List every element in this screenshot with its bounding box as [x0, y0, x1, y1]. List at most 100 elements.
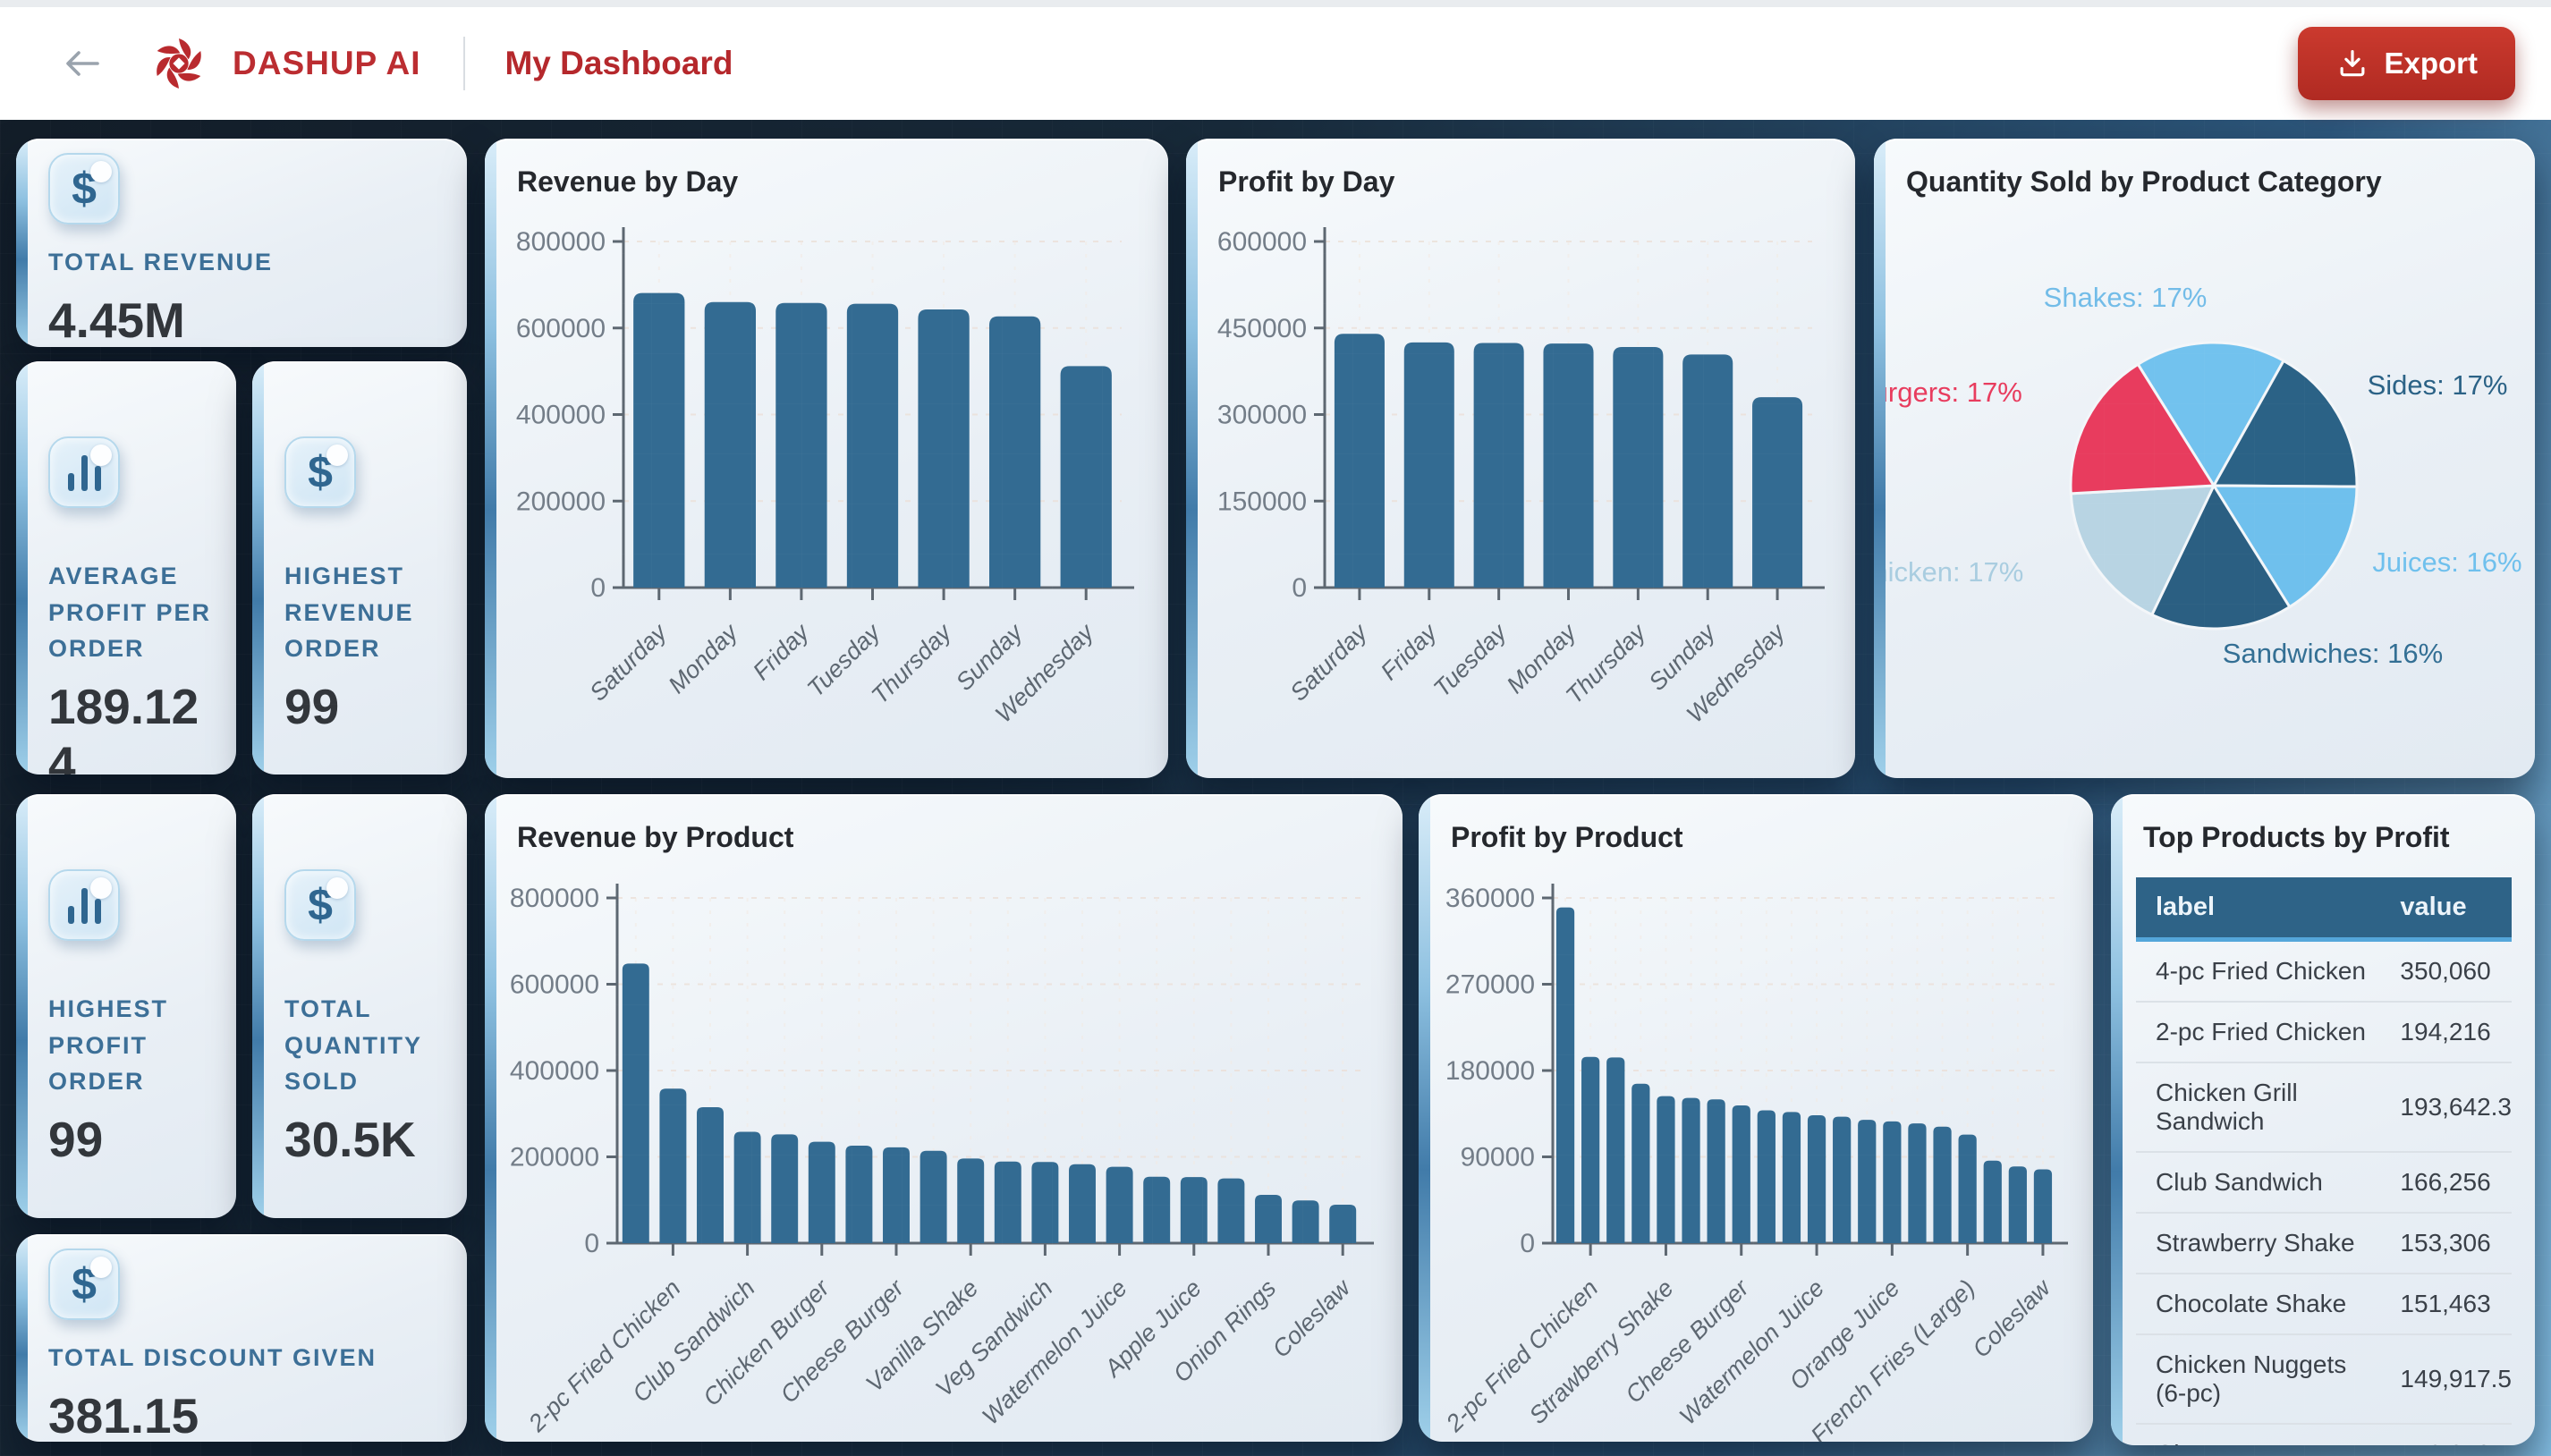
bar [2008, 1166, 2027, 1243]
table-row: Chicken Nuggets (6-pc) 149,917.5 [2136, 1334, 2512, 1425]
x-tick-label: Coleslaw [1968, 1274, 2057, 1363]
kpi-card-total-discount-given: $ TOTAL DISCOUNT GIVEN 381.15 [16, 1234, 467, 1442]
chart-title: Revenue by Product [517, 821, 794, 853]
bar [659, 1088, 687, 1243]
bar [1606, 1057, 1625, 1243]
pie-label-burgers: Burgers: 17% [1874, 377, 2022, 408]
bar [622, 963, 649, 1243]
x-tick-label: Saturday [584, 618, 673, 707]
product-label-cell: Strawberry Shake [2136, 1213, 2381, 1274]
bar [1060, 366, 1112, 588]
y-tick-label: 0 [1520, 1229, 1535, 1258]
kpi-value: 30.5K [284, 1111, 416, 1167]
dollar-glyph: $ [72, 1259, 97, 1309]
x-tick-label: Chicken Burger [698, 1274, 835, 1411]
header-divider [463, 37, 466, 90]
bar [1707, 1099, 1725, 1243]
bar [1403, 342, 1454, 588]
bar [1334, 334, 1385, 588]
y-tick-label: 600000 [516, 314, 606, 343]
bar [920, 1150, 947, 1243]
bar [1732, 1105, 1750, 1243]
product-label-cell: Chocolate Shake [2136, 1274, 2381, 1335]
bar [1581, 1056, 1600, 1243]
y-tick-label: 300000 [1217, 401, 1307, 430]
kpi-value: 99 [284, 678, 340, 734]
x-tick-label: Friday [748, 618, 815, 685]
product-value-cell: 166,256 [2380, 1152, 2512, 1214]
bar [1631, 1083, 1650, 1243]
dollar-glyph: $ [72, 164, 97, 214]
y-tick-label: 0 [584, 1229, 599, 1258]
product-label-cell: Cheese Burger [2136, 1424, 2380, 1445]
kpi-card-total-quantity-sold: $ TOTAL QUANTITY SOLD 30.5K [252, 794, 467, 1218]
bar [808, 1141, 835, 1243]
bar [1069, 1164, 1096, 1243]
product-value-cell: 149,917.5 [2380, 1334, 2512, 1425]
back-button[interactable] [57, 38, 107, 89]
bar [1782, 1112, 1801, 1243]
bar [988, 316, 1041, 588]
product-value-cell: 194,216 [2380, 1002, 2512, 1063]
quantity-by-category-pie: Shakes: 17% Sides: 17% Juices: 16% Sandwich… [1874, 282, 2522, 669]
bar [1613, 347, 1664, 588]
x-tick-label: Coleslaw [1267, 1274, 1357, 1363]
bar [704, 301, 757, 588]
dollar-icon: $ [48, 153, 120, 224]
product-value-cell: 153,306 [2380, 1213, 2512, 1274]
pie-slice-juices [2211, 484, 2359, 609]
x-tick-label: Tuesday [1428, 618, 1513, 702]
bar [1833, 1116, 1852, 1243]
bar [994, 1161, 1021, 1243]
bar [957, 1158, 985, 1243]
bar [1292, 1200, 1319, 1243]
bar [1933, 1126, 1952, 1243]
bar [1752, 397, 1803, 588]
bar [1106, 1166, 1133, 1243]
pie-slice-sides [2211, 359, 2359, 488]
bar [1682, 1097, 1700, 1243]
table-row: Club Sandwich 166,256 [2136, 1152, 2512, 1214]
bar [1858, 1120, 1877, 1243]
y-tick-label: 200000 [510, 1143, 599, 1172]
table-row: 2-pc Fried Chicken 194,216 [2136, 1002, 2512, 1063]
product-label-cell: Club Sandwich [2136, 1152, 2381, 1214]
product-label-cell: Chicken Nuggets (6-pc) [2136, 1334, 2381, 1425]
bar [1657, 1096, 1675, 1243]
bar [1757, 1110, 1776, 1243]
bar [1883, 1121, 1902, 1243]
bar [633, 292, 685, 588]
chart-card-revenue-by-product: Revenue by Product 0 200000 400000 600000 80… [485, 794, 1403, 1442]
pie-label-sandwiches: Sandwiches: 16% [2223, 638, 2443, 669]
bar [883, 1147, 910, 1243]
bar [1329, 1205, 1357, 1243]
bar [1682, 354, 1733, 588]
table-row: 4-pc Fried Chicken 350,060 [2136, 939, 2512, 1003]
export-button[interactable]: Export [2298, 27, 2515, 100]
table-row: Strawberry Shake 153,306 [2136, 1213, 2512, 1274]
x-tick-label: Strawberry Shake [1524, 1274, 1679, 1429]
product-label-cell: 2-pc Fried Chicken [2136, 1002, 2381, 1063]
y-tick-label: 400000 [516, 401, 606, 430]
bar [775, 302, 827, 588]
pie-slice-burgers [2069, 362, 2216, 495]
y-tick-label: 180000 [1445, 1056, 1535, 1086]
bar-chart-icon [48, 436, 120, 508]
chart-title: Profit by Product [1451, 821, 1683, 853]
dollar-glyph: $ [308, 447, 333, 497]
y-tick-label: 600000 [510, 970, 599, 1000]
y-tick-label: 360000 [1445, 884, 1535, 913]
dollar-icon: $ [48, 1249, 120, 1320]
chart-card-profit-by-day: Profit by Day 0 150000 300000 450000 600000 S… [1186, 139, 1855, 778]
kpi-label: HIGHEST REVENUE ORDER [284, 563, 414, 662]
bar-chart-icon [48, 869, 120, 941]
bar [1473, 343, 1524, 588]
brand-title: DASHUP AI [233, 45, 421, 81]
y-tick-label: 0 [590, 573, 606, 603]
pie-label-juices: Juices: 16% [2372, 546, 2521, 578]
bar [1555, 907, 1575, 1243]
y-tick-label: 800000 [510, 884, 599, 913]
chart-card-profit-by-product: Profit by Product 0 90000 180000 270000 3600… [1419, 794, 2093, 1442]
download-icon [2341, 49, 2365, 77]
